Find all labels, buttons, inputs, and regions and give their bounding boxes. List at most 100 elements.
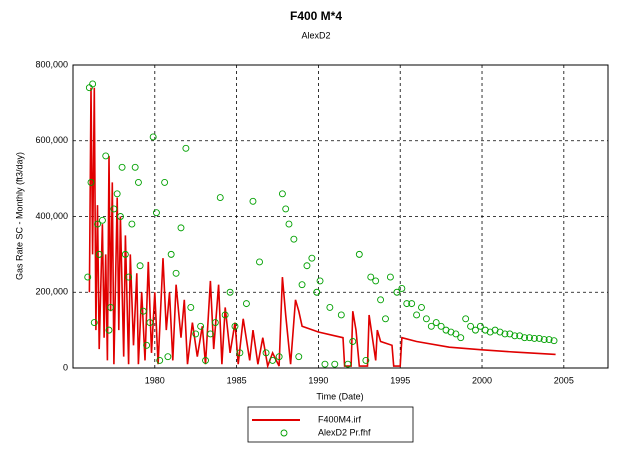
chart-title: F400 M*4: [290, 9, 342, 23]
data-point: [285, 220, 293, 228]
data-point: [167, 250, 175, 258]
x-tick-label: 1990: [308, 375, 328, 385]
data-point: [149, 133, 157, 141]
y-tick-label: 600,000: [35, 135, 68, 145]
data-point: [105, 326, 113, 334]
data-point: [197, 322, 205, 330]
data-point: [231, 322, 239, 330]
data-point: [134, 178, 142, 186]
data-point: [408, 300, 416, 308]
x-tick-label: 1995: [390, 375, 410, 385]
data-point: [331, 360, 339, 368]
data-point: [192, 330, 200, 338]
data-point: [216, 194, 224, 202]
data-point: [437, 322, 445, 330]
data-point: [349, 338, 357, 345]
data-point: [113, 190, 121, 198]
data-point: [472, 326, 479, 334]
data-point: [491, 326, 499, 334]
data-point: [131, 163, 139, 171]
data-point: [125, 273, 133, 281]
data-point: [89, 80, 97, 88]
data-point: [98, 216, 106, 224]
y-axis-label: Gas Rate SC - Monthly (ft3/day): [14, 152, 24, 280]
data-point: [84, 273, 92, 281]
data-point: [516, 332, 524, 340]
x-tick-label: 2005: [554, 375, 574, 385]
data-point: [121, 250, 129, 258]
data-point: [393, 288, 401, 296]
data-point: [540, 336, 548, 344]
data-point: [136, 262, 144, 270]
data-point: [143, 341, 151, 349]
data-point: [95, 250, 103, 258]
data-point: [298, 281, 306, 289]
data-point: [382, 315, 389, 323]
data-point: [110, 205, 118, 213]
data-point: [211, 319, 219, 326]
chart-subtitle: AlexD2: [301, 30, 330, 40]
x-tick-label: 1985: [227, 375, 247, 385]
data-point: [206, 330, 214, 338]
data-point: [308, 254, 316, 262]
data-point: [413, 311, 421, 319]
data-point: [221, 311, 229, 319]
data-point: [511, 332, 519, 340]
data-point: [118, 163, 126, 171]
data-point: [326, 303, 334, 311]
data-point: [164, 353, 172, 361]
data-point: [372, 277, 380, 285]
data-point: [506, 330, 514, 338]
y-tick-label: 0: [63, 362, 68, 372]
data-point: [156, 356, 164, 364]
data-point: [90, 319, 98, 326]
data-point: [432, 319, 440, 326]
data-point: [128, 220, 136, 228]
data-point: [337, 311, 345, 319]
data-point: [398, 285, 406, 292]
data-point: [377, 296, 385, 304]
data-point: [501, 330, 509, 338]
data-point: [403, 300, 411, 308]
data-point: [161, 178, 169, 186]
legend-swatch: [280, 429, 288, 437]
data-point: [236, 349, 244, 357]
y-tick-label: 200,000: [35, 287, 68, 297]
data-point: [87, 178, 95, 186]
data-point: [386, 273, 394, 281]
data-point: [457, 334, 465, 342]
data-point: [152, 209, 160, 217]
data-point: [476, 322, 484, 330]
data-point: [94, 220, 101, 228]
data-point: [116, 213, 124, 220]
data-point: [275, 353, 283, 361]
data-point: [282, 205, 290, 213]
data-line: [88, 87, 556, 370]
plot-frame: [72, 64, 609, 369]
data-point: [442, 326, 450, 334]
data-point: [187, 303, 195, 311]
x-tick-label: 1980: [145, 375, 165, 385]
data-point: [303, 262, 311, 270]
data-point: [486, 328, 494, 336]
data-point: [422, 315, 430, 323]
legend-label: AlexD2 Pr.fhf: [318, 427, 371, 437]
data-point: [262, 349, 270, 357]
data-point: [172, 269, 180, 277]
data-point: [102, 152, 110, 160]
data-point: [367, 273, 375, 281]
data-point: [530, 335, 538, 342]
data-point: [427, 322, 435, 330]
data-point: [202, 356, 209, 364]
x-tick-label: 2000: [472, 375, 492, 385]
data-point: [496, 328, 504, 336]
data-point: [452, 330, 460, 338]
data-point: [447, 328, 455, 336]
data-point: [550, 337, 558, 345]
data-point: [107, 303, 115, 311]
data-point: [278, 190, 286, 198]
data-point: [545, 336, 553, 344]
data-point: [249, 197, 257, 205]
